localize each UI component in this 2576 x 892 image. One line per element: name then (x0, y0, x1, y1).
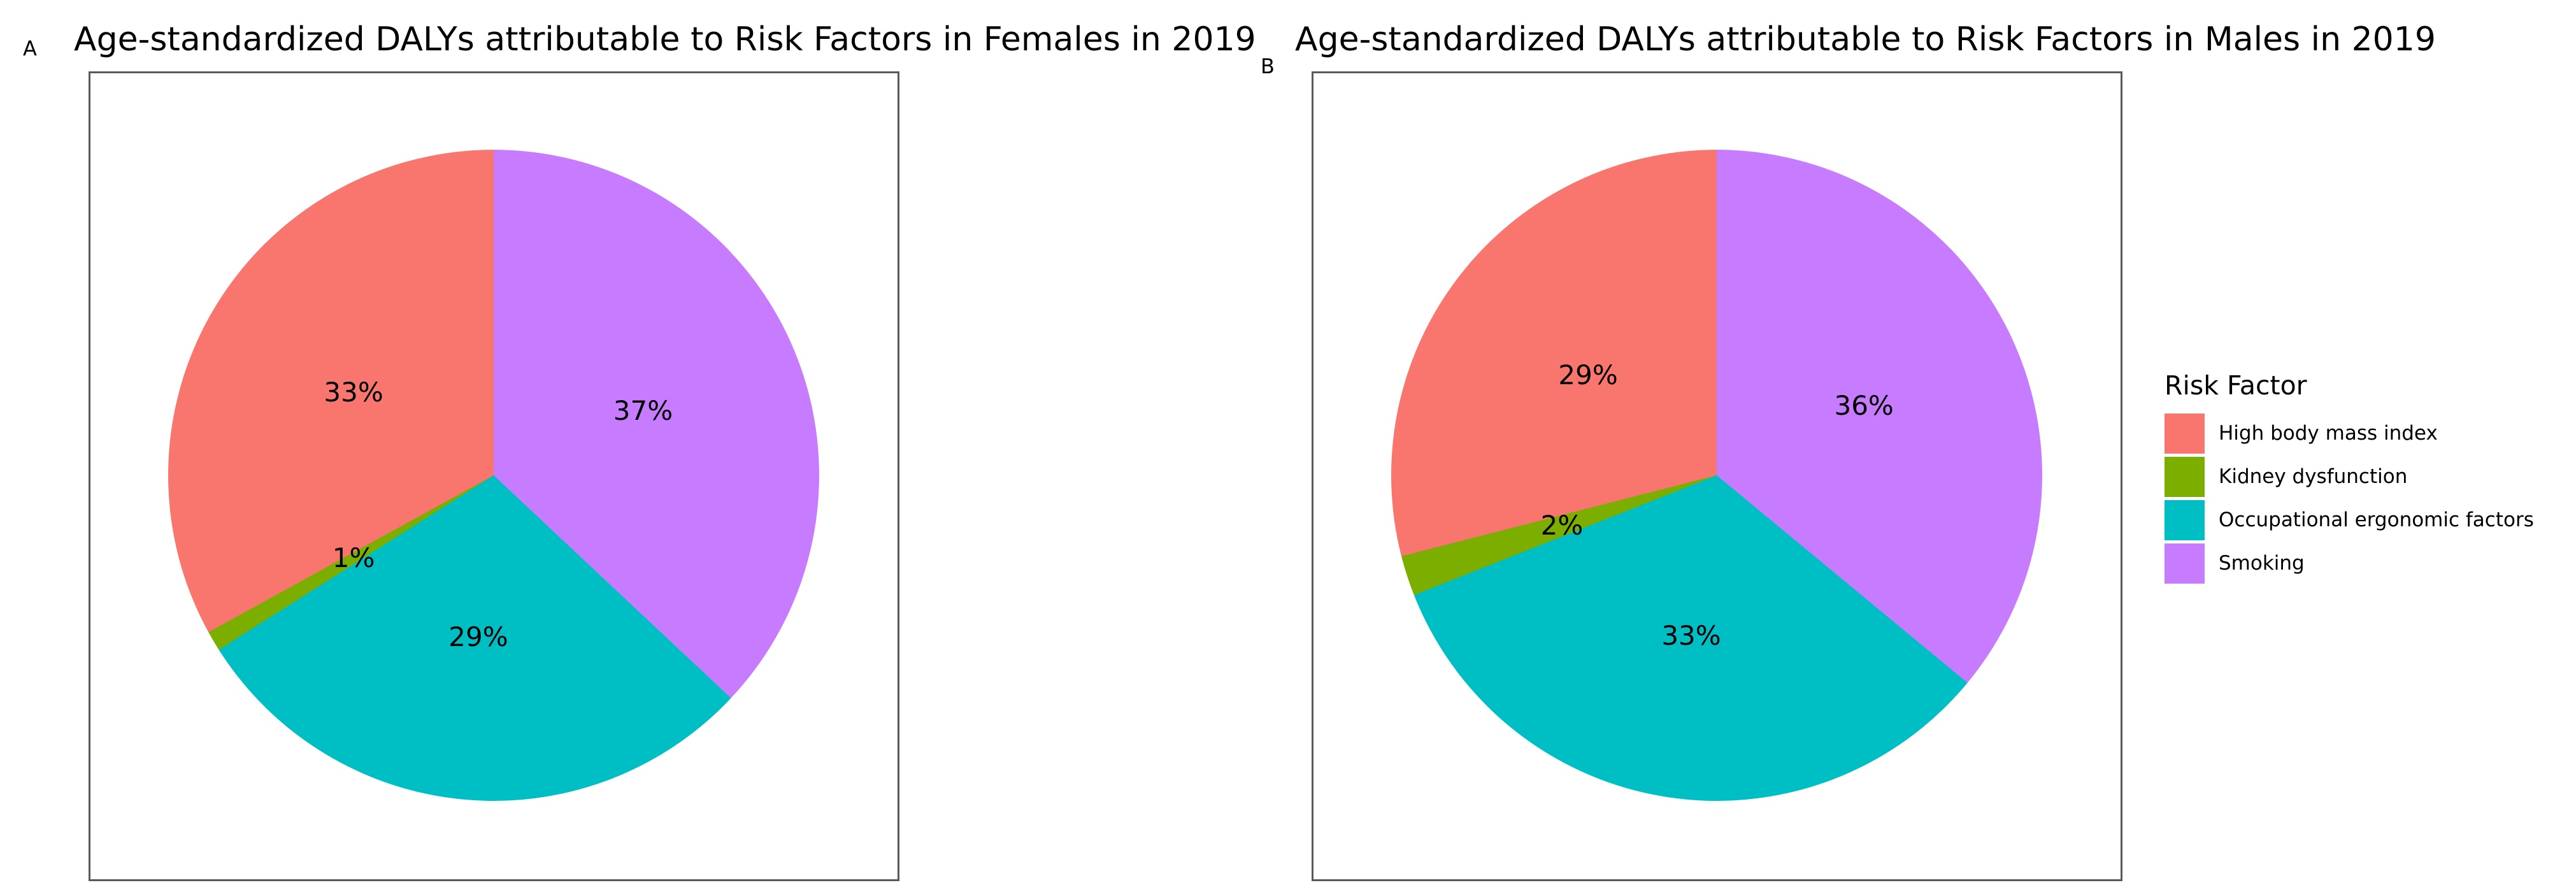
legend-entry: High body mass index (2165, 414, 2534, 454)
legend-entry: Occupational ergonomic factors (2165, 500, 2534, 541)
legend-swatch (2165, 500, 2205, 541)
pie-slice-label: 33% (1661, 620, 1721, 652)
pie-slice-label: 1% (332, 542, 375, 574)
pie-slice-label: 36% (1834, 390, 1894, 422)
legend-entry: Kidney dysfunction (2165, 457, 2534, 498)
legend: Risk Factor High body mass index Kidney d… (2165, 370, 2534, 587)
panel-title-females: Age-standardized DALYs attributable to R… (74, 20, 1256, 59)
legend-entry: Smoking (2165, 543, 2534, 584)
pie-slice-label: 2% (1540, 509, 1584, 541)
pie-slice-label: 29% (1558, 359, 1618, 391)
pie-chart-males: 36% 33% 2% 29% (1391, 150, 2042, 801)
panel-letter-b: B (1261, 54, 1275, 78)
legend-entry-label: Occupational ergonomic factors (2219, 508, 2534, 532)
legend-swatch (2165, 543, 2205, 584)
legend-swatch (2165, 457, 2205, 498)
legend-entry-label: High body mass index (2219, 422, 2438, 445)
legend-entry-label: Kidney dysfunction (2219, 465, 2408, 489)
plot-area-males: 36% 33% 2% 29% (1312, 71, 2122, 881)
legend-items: High body mass index Kidney dysfunction Oc… (2165, 414, 2534, 584)
pie-slice-label: 37% (613, 394, 673, 426)
legend-entry-label: Smoking (2219, 552, 2305, 575)
plot-area-females: 37% 29% 1% 33% (89, 71, 899, 881)
pie-slice-label: 33% (324, 376, 383, 408)
legend-swatch (2165, 414, 2205, 454)
panel-title-males: Age-standardized DALYs attributable to R… (1295, 20, 2436, 59)
panel-letter-a: A (23, 36, 37, 61)
pie-chart-females: 37% 29% 1% 33% (168, 150, 819, 801)
pie-slice-label: 29% (448, 621, 508, 653)
legend-title: Risk Factor (2165, 370, 2307, 401)
